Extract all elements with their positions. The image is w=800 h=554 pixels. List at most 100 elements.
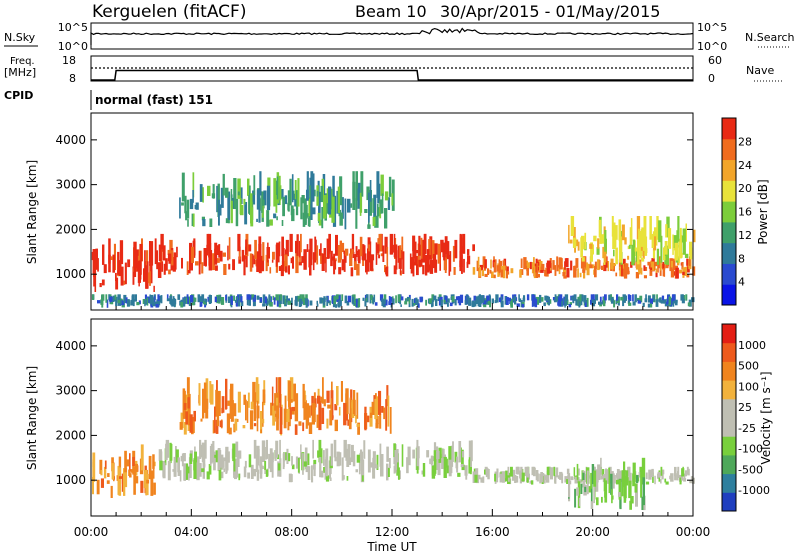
data-cell	[133, 241, 137, 269]
data-cell	[275, 187, 278, 213]
data-cell	[443, 242, 446, 261]
data-cell	[153, 285, 155, 292]
data-cell	[150, 470, 154, 496]
data-cell	[505, 297, 509, 305]
data-cell	[640, 229, 644, 246]
data-cell	[303, 198, 307, 224]
data-cell	[290, 399, 293, 403]
data-cell	[582, 472, 585, 480]
data-cell	[220, 454, 224, 470]
data-cell	[336, 299, 339, 303]
colorbar-tick: 16	[738, 206, 752, 219]
data-cell	[394, 451, 397, 460]
data-cell	[331, 196, 335, 223]
data-cell	[649, 298, 653, 305]
data-cell	[574, 488, 577, 508]
data-cell	[684, 266, 688, 276]
data-cell	[635, 483, 638, 507]
data-cell	[92, 452, 96, 482]
data-cell	[150, 258, 153, 272]
data-cell	[357, 298, 359, 303]
data-cell	[393, 233, 396, 258]
data-cell	[591, 464, 595, 485]
data-cell	[494, 471, 498, 475]
data-cell	[275, 294, 279, 301]
data-cell	[337, 186, 340, 214]
data-cell	[409, 253, 412, 269]
data-cell	[422, 463, 426, 477]
data-cell	[262, 418, 265, 424]
data-cell	[199, 439, 202, 459]
data-cell	[270, 402, 274, 416]
data-cell	[313, 464, 316, 477]
data-cell	[554, 265, 557, 276]
data-cell	[655, 299, 659, 307]
data-cell	[294, 393, 299, 422]
data-cell	[166, 298, 170, 302]
data-cell	[264, 466, 266, 474]
data-cell	[308, 198, 311, 217]
data-cell	[309, 238, 313, 260]
data-cell	[273, 297, 276, 305]
data-cell	[225, 298, 227, 303]
data-cell	[566, 468, 570, 475]
data-cell	[650, 267, 653, 271]
data-cell	[282, 295, 285, 304]
data-cell	[319, 297, 323, 304]
data-cell	[467, 249, 470, 256]
data-cell	[378, 254, 380, 259]
colorbar-tick: -1000	[738, 484, 770, 497]
data-cell	[665, 224, 668, 238]
data-cell	[459, 233, 462, 254]
data-cell	[92, 294, 95, 300]
data-cell	[635, 272, 639, 279]
data-cell	[590, 242, 593, 262]
data-cell	[335, 234, 338, 256]
data-cell	[276, 216, 278, 221]
data-cell	[680, 294, 683, 301]
data-cell	[463, 258, 465, 273]
data-cell	[368, 190, 372, 216]
data-cell	[623, 483, 627, 499]
data-cell	[475, 468, 479, 477]
data-cell	[375, 242, 378, 265]
data-cell	[398, 467, 400, 480]
data-cell	[326, 188, 329, 204]
data-cell	[589, 256, 592, 268]
data-cell	[285, 239, 289, 257]
data-cell	[269, 448, 273, 473]
data-cell	[112, 296, 115, 302]
data-cell	[167, 253, 172, 262]
data-cell	[323, 399, 326, 407]
data-cell	[467, 255, 471, 265]
data-cell	[273, 178, 277, 207]
colorbar-tick: 500	[738, 360, 759, 373]
data-cell	[627, 255, 630, 260]
data-cell	[433, 442, 437, 457]
data-cell	[636, 475, 639, 484]
data-cell	[619, 261, 622, 269]
data-cell	[459, 260, 463, 268]
data-cell	[473, 295, 477, 301]
data-cell	[387, 197, 391, 210]
data-cell	[261, 191, 263, 213]
data-cell	[668, 296, 672, 306]
data-cell	[266, 259, 269, 267]
data-cell	[278, 266, 282, 271]
data-cell	[251, 253, 254, 268]
data-cell	[230, 295, 233, 305]
data-cell	[402, 251, 405, 274]
ytick-label: 2000	[55, 428, 86, 442]
data-cell	[194, 451, 197, 463]
data-cell	[692, 229, 696, 243]
data-cell	[602, 297, 606, 307]
data-cell	[441, 458, 444, 469]
data-cell	[399, 245, 402, 259]
data-cell	[408, 302, 411, 308]
data-cell	[258, 197, 261, 223]
data-cell	[450, 445, 454, 467]
data-cell	[406, 457, 409, 474]
data-cell	[155, 304, 159, 308]
data-cell	[681, 475, 684, 481]
data-cell	[359, 192, 362, 216]
